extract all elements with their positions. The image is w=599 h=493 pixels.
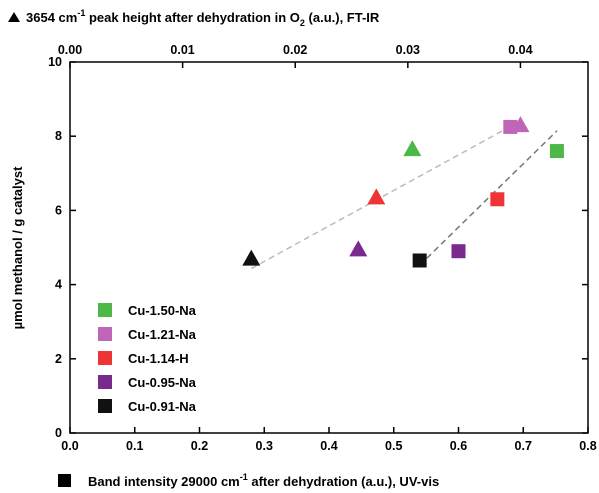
triangle-marker: [403, 140, 422, 157]
x2-tick-label: 0.00: [58, 43, 82, 57]
fit-line: [419, 130, 558, 266]
y-tick-label: 8: [55, 129, 62, 143]
x-tick-label: 0.7: [515, 439, 532, 453]
x2-tick-label: 0.02: [283, 43, 307, 57]
x-tick-label: 0.1: [126, 439, 143, 453]
square-symbol: [58, 474, 71, 487]
y-axis-label: µmol methanol / g catalyst: [10, 166, 25, 329]
fit-line: [250, 120, 521, 270]
y-tick-label: 2: [55, 352, 62, 366]
legend-swatch: [98, 327, 112, 341]
square-marker: [412, 253, 427, 268]
square-marker: [549, 144, 564, 159]
y-tick-label: 6: [55, 203, 62, 217]
legend-swatch: [98, 351, 112, 365]
y-tick-label: 4: [55, 278, 62, 292]
x-tick-label: 0.8: [579, 439, 596, 453]
triangle-marker: [242, 249, 261, 266]
square-marker: [490, 192, 505, 207]
legend-label: Cu-0.91-Na: [128, 399, 197, 414]
x-tick-label: 0.2: [191, 439, 208, 453]
x-tick-label: 0.0: [61, 439, 78, 453]
triangle-marker: [367, 188, 386, 205]
legend-swatch: [98, 399, 112, 413]
x-tick-label: 0.3: [256, 439, 273, 453]
triangle-marker: [349, 240, 368, 257]
x2-tick-label: 0.04: [508, 43, 532, 57]
x2-tick-label: 0.03: [396, 43, 420, 57]
square-marker: [451, 244, 466, 259]
legend-swatch: [98, 375, 112, 389]
x-tick-label: 0.4: [320, 439, 337, 453]
legend-label: Cu-1.14-H: [128, 351, 189, 366]
x-tick-label: 0.6: [450, 439, 467, 453]
y-tick-label: 10: [48, 55, 62, 69]
legend-label: Cu-1.21-Na: [128, 327, 197, 342]
y-tick-label: 0: [55, 426, 62, 440]
x2-tick-label: 0.01: [170, 43, 194, 57]
triangle-marker: [511, 116, 530, 133]
triangle-symbol: [8, 12, 20, 22]
legend-label: Cu-0.95-Na: [128, 375, 197, 390]
x-axis-label: Band intensity 29000 cm-1 after dehydrat…: [88, 472, 439, 489]
x-tick-label: 0.5: [385, 439, 402, 453]
legend-swatch: [98, 303, 112, 317]
x2-axis-label: 3654 cm-1 peak height after dehydration …: [26, 8, 380, 28]
legend-label: Cu-1.50-Na: [128, 303, 197, 318]
